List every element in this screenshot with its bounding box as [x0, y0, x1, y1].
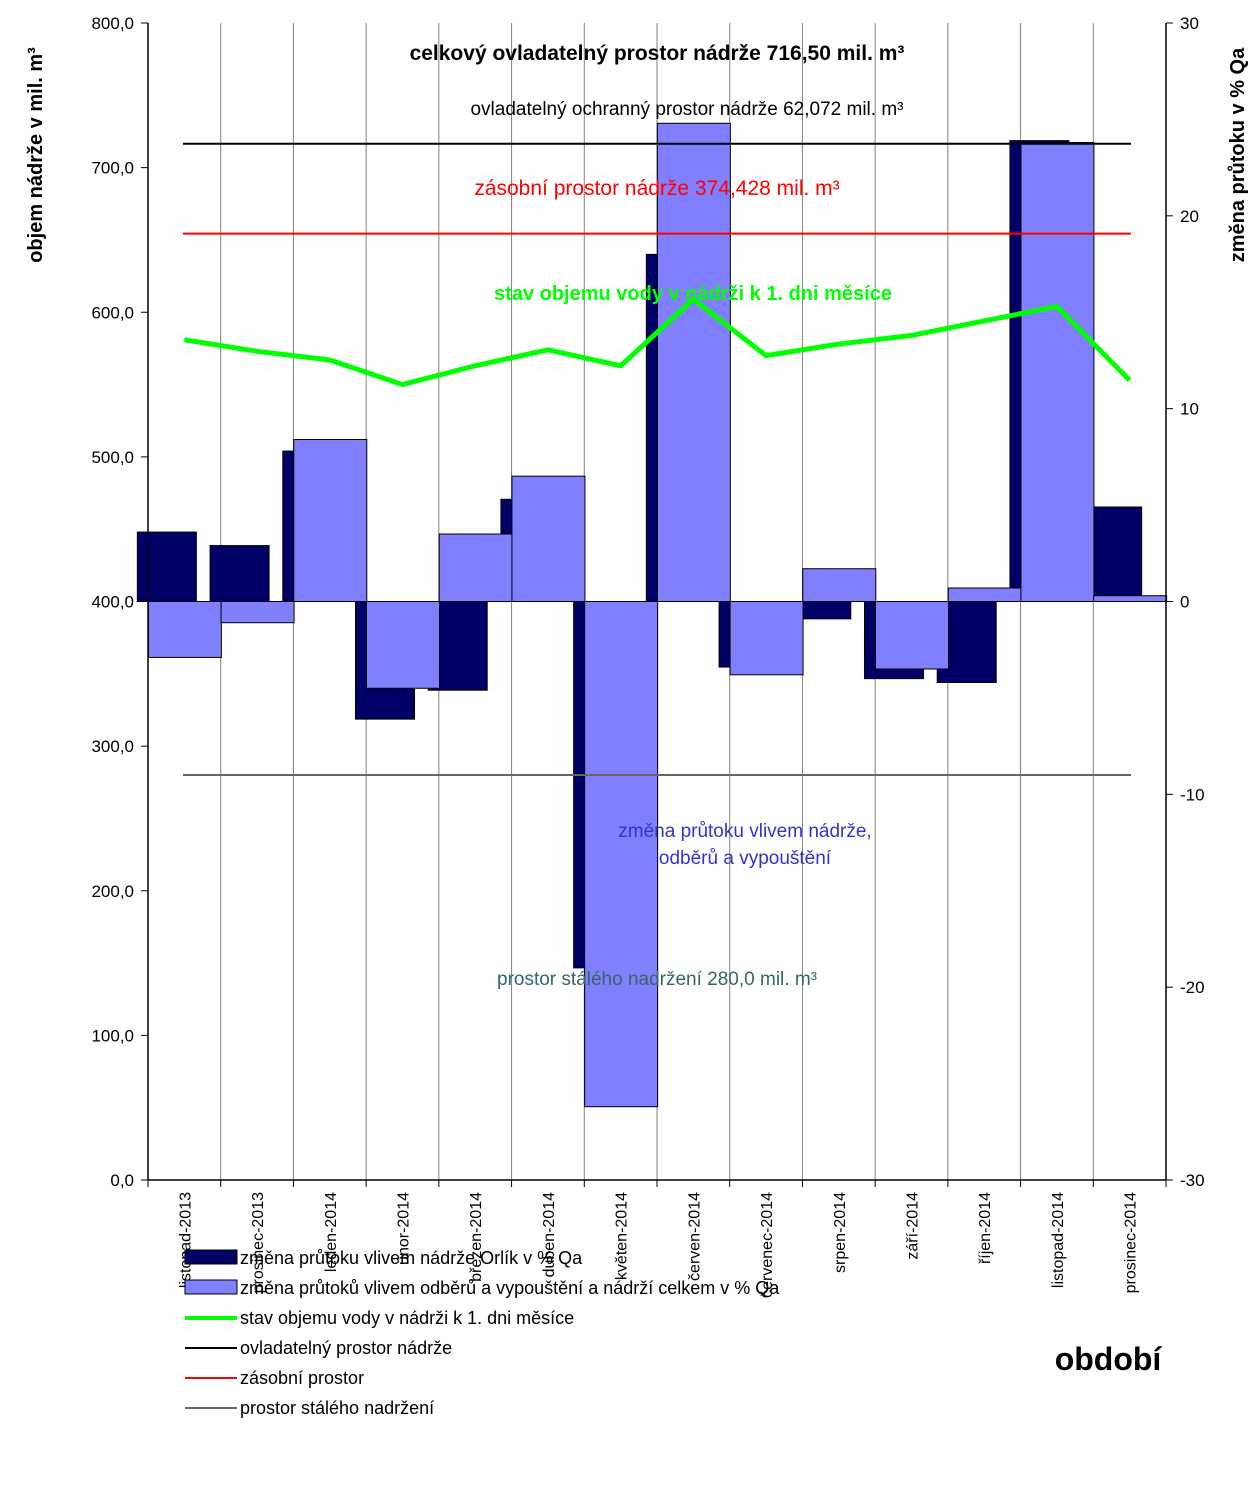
y-axis-left-title: objem nádrže v mil. m³ — [25, 47, 47, 263]
y-tick-label-left: 700,0 — [91, 159, 134, 178]
bar-celkem-prosinec-2014 — [1093, 595, 1168, 603]
bar-celkem-listopad-2014 — [1020, 142, 1095, 602]
y-tick-label-left: 300,0 — [91, 737, 134, 756]
category-label-prosinec-2014: prosinec-2014 — [1123, 1192, 1140, 1294]
x-axis-title: období — [1055, 1341, 1163, 1377]
bar-celkem-duben-2014 — [511, 475, 586, 602]
y-tick-label-right: -10 — [1180, 785, 1205, 804]
bar-celkem-listopad-2013 — [147, 601, 222, 658]
bars — [136, 122, 1168, 1108]
y-tick-label-right: 20 — [1180, 207, 1199, 226]
bar-celkem-leden-2014 — [293, 439, 368, 602]
category-label-zari-2014: září-2014 — [905, 1192, 922, 1260]
category-label-kveten-2014: květen-2014 — [614, 1192, 631, 1280]
annotations: celkový ovladatelný prostor nádrže 716,5… — [410, 42, 905, 990]
y-tick-label-left: 600,0 — [91, 303, 134, 322]
bar-celkem-rijen-2014 — [947, 587, 1022, 602]
legend: změna průtoku vlivem nádrže Orlík v % Qa… — [184, 1248, 780, 1418]
legend-label-stale: prostor stálého nadržení — [240, 1398, 434, 1418]
legend-label-celkem: změna průtoků vlivem odběrů a vypouštění… — [240, 1278, 780, 1298]
annotation-stav: stav objemu vody v nádrži k 1. dni měsíc… — [494, 283, 892, 305]
y-tick-label-right: 30 — [1180, 14, 1199, 33]
y-axis-right-title: změna průtoku v % Qa — [1227, 47, 1249, 262]
legend-swatch-celkem — [184, 1279, 238, 1295]
volume-line — [183, 296, 1132, 388]
category-label-listopad-2014: listopad-2014 — [1050, 1192, 1067, 1288]
category-label-cervenec-2014: červenec-2014 — [759, 1192, 776, 1298]
category-label-cerven-2014: červen-2014 — [686, 1192, 703, 1281]
annotation-zmena-1: změna průtoku vlivem nádrže, — [618, 821, 871, 842]
legend-swatch-orlik — [184, 1249, 238, 1265]
y-tick-label-left: 800,0 — [91, 14, 134, 33]
legend-label-ovladatelny: ovladatelný prostor nádrže — [240, 1338, 452, 1358]
y-tick-label-left: 0,0 — [110, 1171, 134, 1190]
y-tick-label-left: 100,0 — [91, 1026, 134, 1045]
legend-label-stav: stav objemu vody v nádrži k 1. dni měsíc… — [240, 1308, 574, 1328]
category-label-leden-2014: leden-2014 — [323, 1192, 340, 1272]
y-tick-label-left: 500,0 — [91, 448, 134, 467]
y-tick-label-right: -20 — [1180, 978, 1205, 997]
reference-lines — [148, 142, 1166, 777]
bar-celkem-zari-2014 — [875, 601, 949, 670]
category-label-unor-2014: únor-2014 — [396, 1192, 413, 1265]
y-tick-label-right: 10 — [1180, 400, 1199, 419]
tick-labels: 0,0 100,0 200,0 300,0 400,0 500,0 600,0 700,0 80… — [91, 14, 1204, 1190]
bar-celkem-cervenec-2014 — [729, 601, 804, 676]
y-tick-label-right: 0 — [1180, 593, 1189, 612]
bar-celkem-cerven-2014 — [656, 122, 731, 602]
category-label-listopad-2013: listopad-2013 — [177, 1192, 194, 1288]
bar-orlik-listopad-2013 — [136, 531, 197, 603]
legend-label-orlik: změna průtoku vlivem nádrže Orlík v % Qa — [240, 1248, 583, 1268]
bar-celkem-unor-2014 — [366, 601, 440, 689]
y-tick-label-right: -30 — [1180, 1171, 1205, 1190]
legend-label-zasobni: zásobní prostor — [240, 1368, 364, 1388]
annotation-zmena-2: odběrů a vypouštění — [659, 848, 832, 869]
annotation-ochranny: ovladatelný ochranný prostor nádrže 62,0… — [470, 99, 903, 120]
bar-celkem-prosinec-2013 — [220, 601, 295, 624]
category-label-brezen-2014: březen-2014 — [468, 1192, 485, 1282]
category-label-prosinec-2013: prosinec-2013 — [250, 1192, 267, 1294]
y-tick-label-left: 400,0 — [91, 593, 134, 612]
y-tick-label-left: 200,0 — [91, 882, 134, 901]
bar-celkem-srpen-2014 — [802, 568, 877, 602]
annotation-stale: prostor stálého nadržení 280,0 mil. m³ — [497, 969, 817, 990]
annotation-zasobni: zásobní prostor nádrže 374,428 mil. m³ — [474, 177, 839, 200]
category-label-duben-2014: duben-2014 — [541, 1192, 558, 1278]
annotation-title: celkový ovladatelný prostor nádrže 716,5… — [410, 42, 905, 65]
bar-celkem-brezen-2014 — [438, 533, 513, 603]
line-stav-objemu — [183, 296, 1132, 388]
axes — [141, 22, 1173, 1187]
category-label-rijen-2014: říjen-2014 — [977, 1192, 994, 1264]
category-labels: listopad-2013 prosinec-2013 leden-2014 únor… — [177, 1192, 1139, 1298]
category-label-srpen-2014: srpen-2014 — [832, 1192, 849, 1273]
bar-celkem-kveten-2014 — [584, 601, 659, 1108]
bar-orlik-prosinec-2013 — [209, 545, 270, 602]
